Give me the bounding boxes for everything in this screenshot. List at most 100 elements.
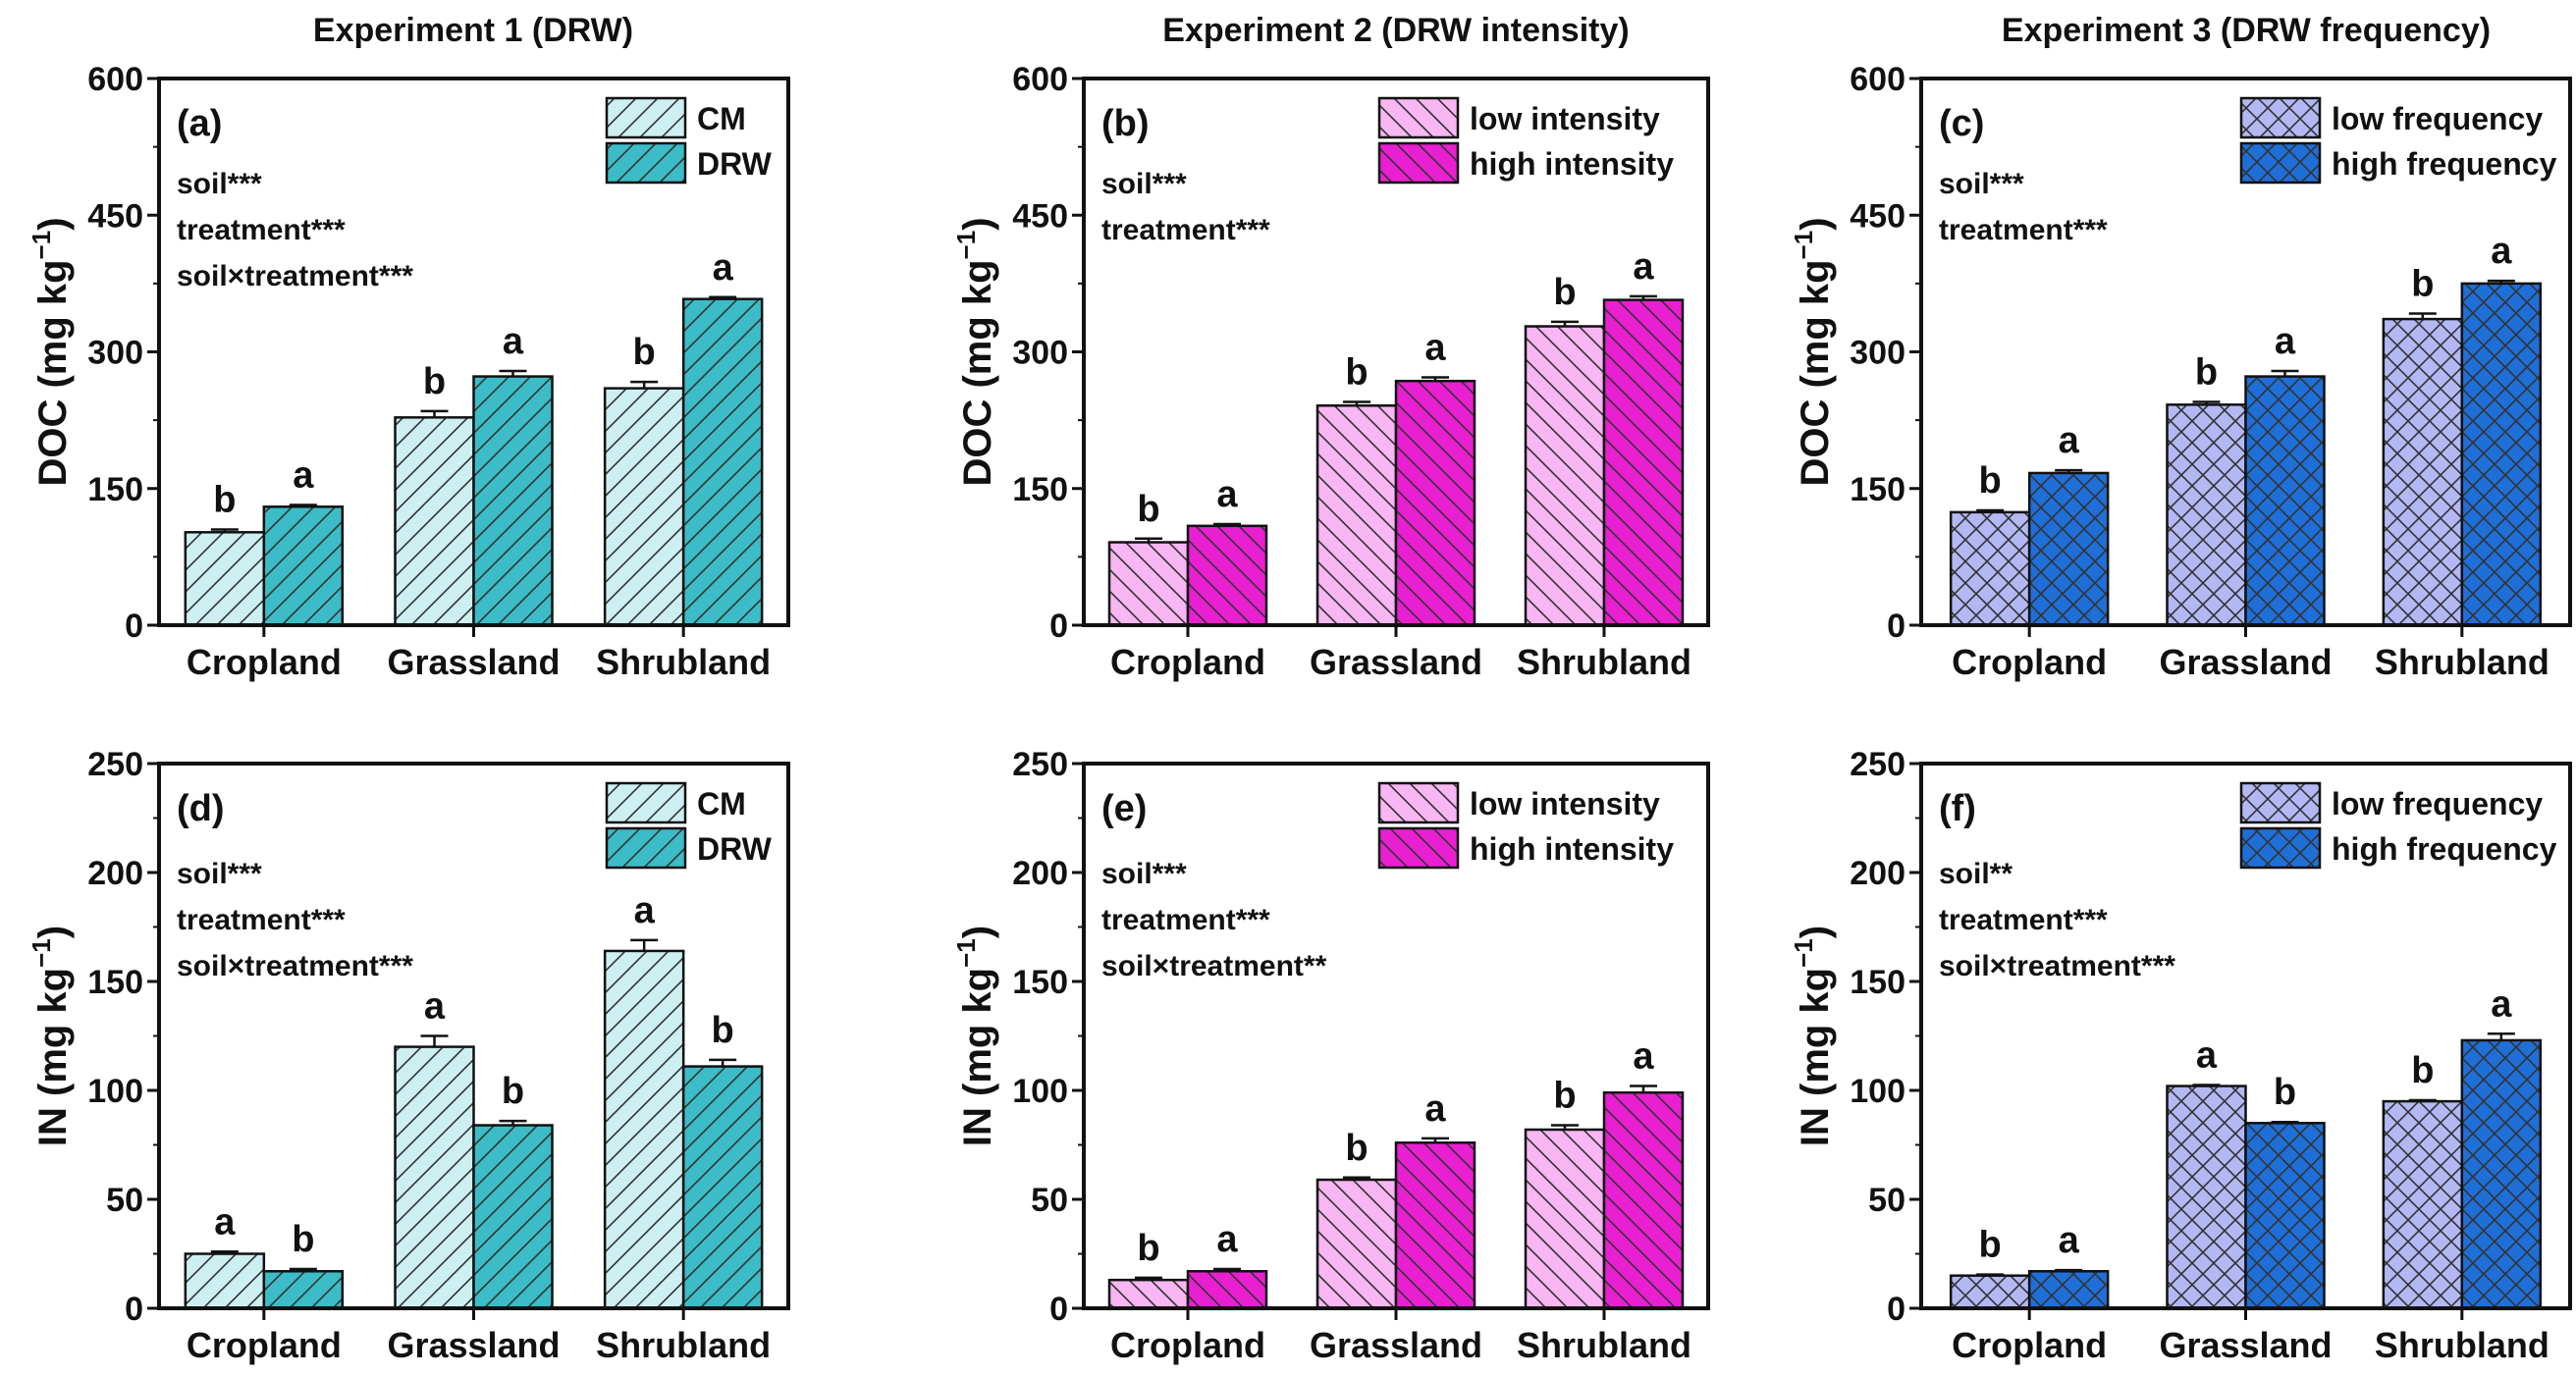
y-axis-label: DOC (mg kg−1) <box>951 217 999 486</box>
legend-swatch <box>1377 826 1460 870</box>
significance-letter: b <box>2195 352 2218 394</box>
panel-label: (d) <box>177 788 225 829</box>
bar-cm <box>603 387 685 627</box>
legend-label: low frequency <box>2332 786 2543 821</box>
y-axis-label: IN (mg kg−1) <box>1789 926 1837 1146</box>
significance-letter: b <box>1979 460 2002 502</box>
significance-letter: a <box>1633 1036 1654 1078</box>
significance-letter: a <box>2491 983 2512 1025</box>
bar-low-frequency <box>1949 510 2031 627</box>
significance-letter: a <box>293 454 314 496</box>
error-bar <box>1213 522 1241 526</box>
legend-label: high frequency <box>2332 831 2557 867</box>
significance-letter: a <box>503 321 524 362</box>
plot-frame <box>157 77 790 627</box>
legend-swatch <box>605 781 687 824</box>
y-tick-label: 0 <box>125 1291 143 1328</box>
error-bar <box>630 938 659 951</box>
significance-letter: b <box>1553 1076 1576 1117</box>
stat-annotation: soil*** <box>177 858 262 890</box>
y-tick-label: 150 <box>1012 471 1068 508</box>
error-bar <box>289 1267 317 1272</box>
significance-letter: a <box>2491 231 2512 272</box>
error-bar <box>499 1119 527 1126</box>
y-tick-label: 200 <box>1012 855 1068 892</box>
x-tick-label: Cropland <box>1110 642 1265 682</box>
y-tick-label: 200 <box>1850 855 1905 892</box>
y-tick-label: 100 <box>1850 1073 1905 1110</box>
error-bar <box>2055 1268 2083 1272</box>
error-bar <box>1135 537 1162 543</box>
x-tick-label: Shrubland <box>1517 642 1691 682</box>
legend-label: high intensity <box>1470 146 1674 182</box>
error-bar <box>2487 279 2515 284</box>
stat-annotation: soil** <box>1939 858 2012 890</box>
plot-frame <box>1082 762 1710 1310</box>
legend-label: CM <box>697 786 746 821</box>
y-tick-label: 250 <box>1850 746 1905 783</box>
significance-letter: b <box>2411 1050 2434 1091</box>
bar-low-intensity <box>1524 1128 1606 1310</box>
legend-swatch <box>2239 826 2322 870</box>
bar-cm <box>184 1252 266 1310</box>
x-tick-label: Shrubland <box>596 642 771 682</box>
significance-letter: b <box>292 1219 314 1260</box>
y-axis-label: DOC (mg kg−1) <box>27 217 75 486</box>
bar-drw <box>472 375 554 627</box>
panel-f: 0 50 100 150 200 250 IN (mg kg−1) Cropland b a Gra… <box>1789 746 2572 1365</box>
legend-swatch <box>1377 141 1460 185</box>
panel-label: (c) <box>1939 103 1984 144</box>
bar-high-intensity <box>1602 1090 1685 1310</box>
y-tick-label: 250 <box>87 746 143 783</box>
panel-e: 0 50 100 150 200 250 IN (mg kg−1) Cropland b a Gra… <box>951 746 1710 1365</box>
bar-low-intensity <box>1107 1278 1190 1310</box>
x-tick-label: Grassland <box>387 1325 560 1365</box>
y-tick-label: 0 <box>1049 1291 1068 1328</box>
legend-swatch <box>605 141 687 185</box>
x-tick-label: Grassland <box>1310 642 1482 682</box>
error-bar <box>2271 369 2299 377</box>
y-tick-label: 600 <box>1012 61 1068 98</box>
y-tick-label: 300 <box>87 335 143 372</box>
bar-low-intensity <box>1107 541 1190 627</box>
error-bar <box>2408 312 2437 320</box>
bar-high-frequency <box>2244 375 2326 627</box>
error-bar <box>1343 1176 1370 1181</box>
bar-low-frequency <box>1949 1274 2031 1310</box>
y-tick-label: 0 <box>1887 608 1905 645</box>
plot-frame <box>157 762 790 1310</box>
legend-swatch <box>605 96 687 139</box>
bar-high-frequency <box>2244 1122 2326 1310</box>
significance-letter: b <box>1137 1228 1159 1269</box>
plot-frame <box>1919 77 2572 627</box>
y-tick-label: 0 <box>1049 608 1068 645</box>
error-bar <box>289 503 317 507</box>
error-bar <box>210 1250 239 1254</box>
bar-low-frequency <box>2382 1099 2464 1310</box>
error-bar <box>2271 1120 2299 1124</box>
bar-high-frequency <box>2027 471 2110 627</box>
x-tick-label: Cropland <box>187 642 342 682</box>
legend-label: CM <box>697 101 746 136</box>
y-tick-label: 250 <box>1012 746 1068 783</box>
y-tick-label: 300 <box>1012 335 1068 372</box>
error-bar <box>420 409 449 418</box>
bar-high-intensity <box>1602 298 1685 627</box>
error-bar <box>1630 1085 1657 1093</box>
legend-label: low intensity <box>1470 786 1660 821</box>
bar-low-frequency <box>2166 403 2247 627</box>
significance-letter: b <box>1553 272 1576 313</box>
bar-drw <box>472 1124 554 1310</box>
error-bar <box>1213 1267 1241 1272</box>
legend-label: high intensity <box>1470 831 1674 867</box>
significance-letter: b <box>712 1010 734 1051</box>
error-bar <box>2408 1098 2437 1102</box>
y-tick-label: 450 <box>87 197 143 235</box>
error-bar <box>2055 468 2083 473</box>
legend-label: DRW <box>697 146 773 182</box>
legend-swatch <box>2239 141 2322 185</box>
legend-swatch <box>1377 96 1460 139</box>
y-tick-label: 100 <box>1012 1073 1068 1110</box>
x-tick-label: Shrubland <box>2375 642 2549 682</box>
